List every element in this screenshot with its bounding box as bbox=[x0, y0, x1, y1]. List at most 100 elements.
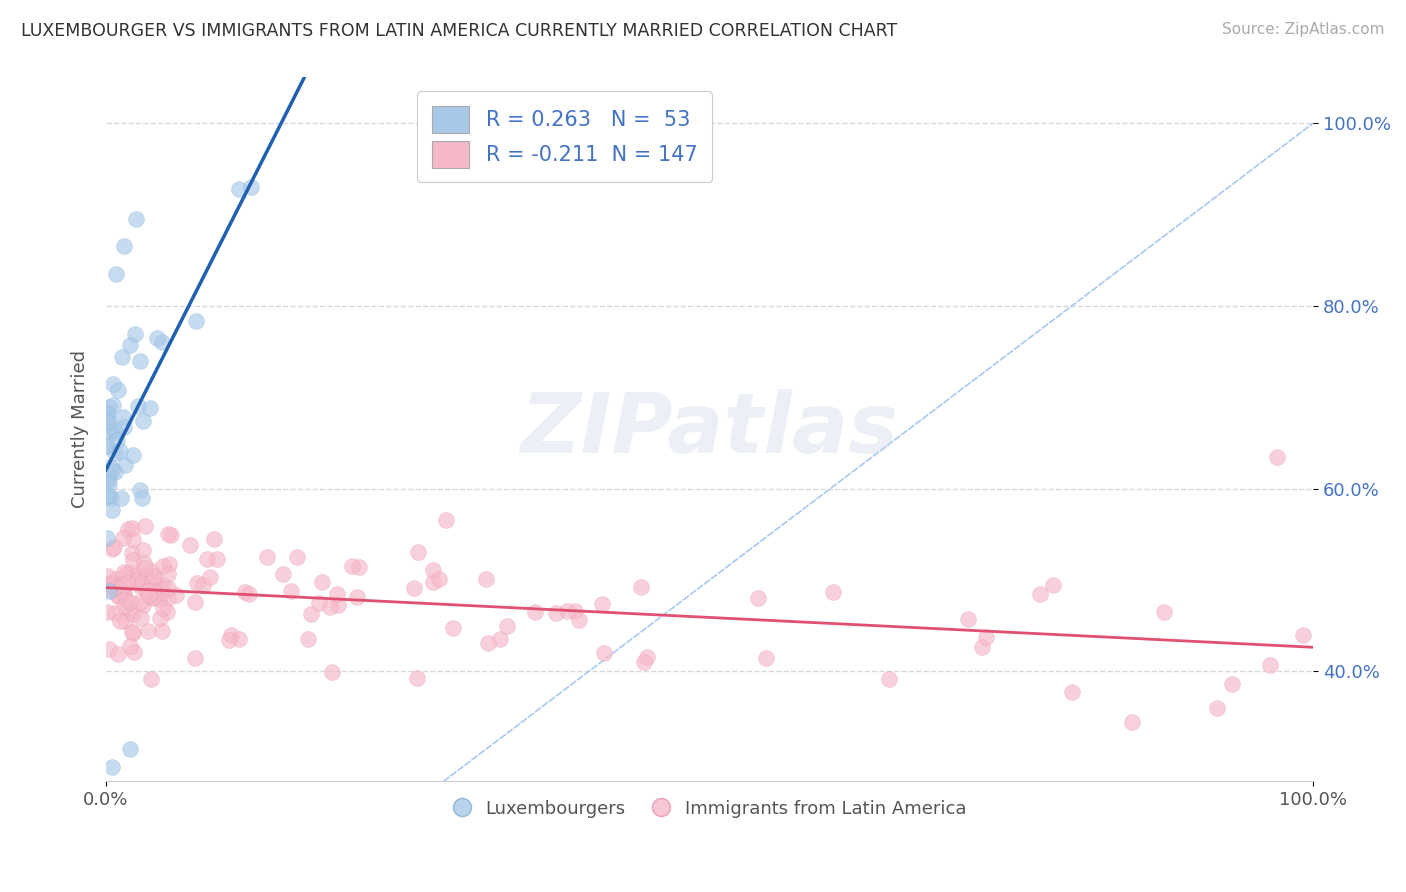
Point bbox=[157, 558, 180, 572]
Point bbox=[132, 414, 155, 428]
Point bbox=[97, 488, 120, 502]
Point bbox=[111, 350, 134, 364]
Point bbox=[96, 407, 118, 421]
Point bbox=[297, 632, 319, 647]
Point bbox=[184, 651, 207, 665]
Point bbox=[207, 551, 229, 566]
Point bbox=[97, 641, 120, 656]
Point bbox=[434, 513, 457, 527]
Point bbox=[319, 599, 342, 614]
Point bbox=[186, 314, 208, 328]
Point bbox=[156, 567, 179, 582]
Point bbox=[156, 581, 179, 595]
Point bbox=[121, 521, 143, 535]
Point bbox=[98, 459, 121, 474]
Point bbox=[96, 406, 118, 420]
Point bbox=[142, 582, 165, 597]
Point bbox=[112, 566, 135, 580]
Point bbox=[152, 559, 174, 574]
Point bbox=[98, 583, 121, 598]
Point bbox=[105, 580, 128, 594]
Point bbox=[101, 542, 124, 557]
Point bbox=[136, 583, 159, 598]
Point bbox=[1153, 605, 1175, 619]
Point bbox=[233, 585, 256, 599]
Point bbox=[218, 632, 240, 647]
Point bbox=[406, 545, 429, 559]
Point bbox=[96, 471, 118, 485]
Point bbox=[568, 613, 591, 627]
Point bbox=[138, 588, 160, 602]
Point bbox=[239, 179, 262, 194]
Point bbox=[633, 655, 655, 669]
Point bbox=[143, 576, 166, 591]
Point bbox=[422, 563, 444, 577]
Point bbox=[139, 401, 162, 416]
Point bbox=[427, 572, 450, 586]
Point bbox=[202, 532, 225, 546]
Point bbox=[103, 446, 125, 460]
Point bbox=[156, 591, 179, 605]
Point bbox=[96, 439, 118, 453]
Point bbox=[311, 574, 333, 589]
Point bbox=[132, 556, 155, 570]
Point bbox=[108, 443, 131, 458]
Point bbox=[128, 483, 150, 498]
Point bbox=[149, 611, 172, 625]
Point bbox=[134, 519, 156, 533]
Point bbox=[125, 212, 148, 227]
Point bbox=[98, 476, 121, 491]
Point bbox=[179, 538, 201, 552]
Point bbox=[114, 458, 136, 473]
Point bbox=[1258, 658, 1281, 673]
Point bbox=[555, 604, 578, 618]
Point bbox=[107, 589, 129, 603]
Point bbox=[97, 569, 120, 583]
Point bbox=[134, 560, 156, 574]
Point bbox=[111, 582, 134, 597]
Point bbox=[100, 463, 122, 477]
Point bbox=[755, 650, 778, 665]
Point bbox=[118, 605, 141, 619]
Point bbox=[347, 560, 370, 574]
Point bbox=[141, 574, 163, 588]
Point bbox=[191, 578, 214, 592]
Point bbox=[523, 605, 546, 619]
Point bbox=[346, 590, 368, 604]
Point bbox=[256, 550, 278, 565]
Text: Source: ZipAtlas.com: Source: ZipAtlas.com bbox=[1222, 22, 1385, 37]
Point bbox=[128, 353, 150, 368]
Point bbox=[564, 603, 586, 617]
Point bbox=[121, 546, 143, 560]
Point bbox=[143, 591, 166, 605]
Point bbox=[104, 606, 127, 620]
Point bbox=[1220, 677, 1243, 691]
Point bbox=[591, 597, 613, 611]
Point bbox=[1029, 587, 1052, 601]
Point bbox=[321, 665, 343, 679]
Point bbox=[477, 636, 499, 650]
Point bbox=[165, 588, 187, 602]
Point bbox=[877, 672, 900, 686]
Legend: Luxembourgers, Immigrants from Latin America: Luxembourgers, Immigrants from Latin Ame… bbox=[446, 792, 974, 825]
Point bbox=[100, 576, 122, 591]
Point bbox=[97, 474, 120, 488]
Point bbox=[747, 591, 769, 605]
Point bbox=[1265, 450, 1288, 464]
Point bbox=[592, 646, 614, 660]
Point bbox=[112, 420, 135, 434]
Point bbox=[1121, 714, 1143, 729]
Point bbox=[326, 587, 349, 601]
Point bbox=[228, 632, 250, 647]
Point bbox=[495, 619, 517, 633]
Point bbox=[475, 572, 498, 586]
Text: LUXEMBOURGER VS IMMIGRANTS FROM LATIN AMERICA CURRENTLY MARRIED CORRELATION CHAR: LUXEMBOURGER VS IMMIGRANTS FROM LATIN AM… bbox=[21, 22, 897, 40]
Point bbox=[404, 582, 426, 596]
Point bbox=[98, 401, 121, 415]
Point bbox=[97, 425, 120, 439]
Point bbox=[285, 549, 308, 564]
Point bbox=[142, 569, 165, 583]
Point bbox=[100, 582, 122, 597]
Point bbox=[112, 409, 135, 424]
Point bbox=[104, 465, 127, 479]
